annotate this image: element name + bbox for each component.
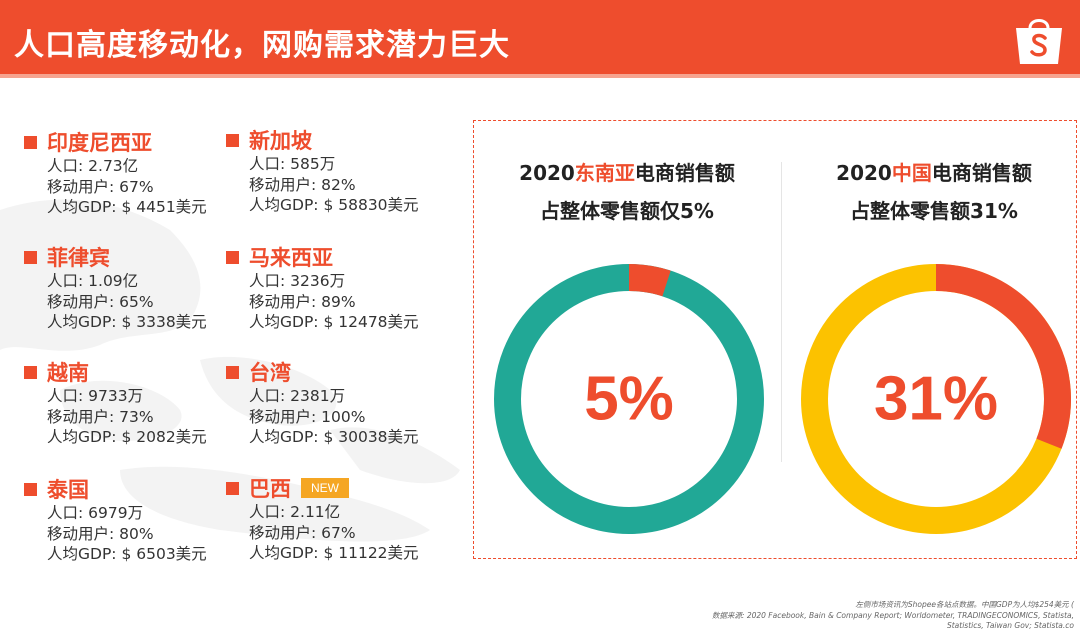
country-name: 巴西 bbox=[249, 477, 291, 501]
population: 人口: 3236万 bbox=[249, 272, 346, 290]
bullet-square-icon bbox=[24, 365, 37, 379]
new-badge: NEW bbox=[301, 478, 349, 498]
country-indonesia: 印度尼西亚 人口: 2.73亿 移动用户: 67% 人均GDP: $ 4451美… bbox=[24, 128, 207, 218]
country-name: 新加坡 bbox=[249, 129, 312, 153]
population: 人口: 2.11亿 bbox=[249, 503, 341, 521]
header-bar: 人口高度移动化，网购需求潜力巨大 bbox=[0, 0, 1080, 78]
gdp-per-capita: 人均GDP: $ 12478美元 bbox=[249, 313, 419, 331]
population: 人口: 2.73亿 bbox=[47, 157, 139, 175]
bullet-square-icon bbox=[226, 481, 239, 495]
country-vietnam: 越南 人口: 9733万 移动用户: 73% 人均GDP: $ 2082美元 bbox=[24, 358, 207, 448]
donut-percent-label: 31% bbox=[874, 365, 998, 434]
gdp-per-capita: 人均GDP: $ 11122美元 bbox=[249, 544, 419, 562]
shopee-bag-icon bbox=[1016, 19, 1062, 64]
title-region: 中国 bbox=[891, 161, 932, 185]
world-map-background bbox=[0, 199, 460, 542]
donut-percent-label: 5% bbox=[584, 365, 674, 434]
country-malaysia: 马来西亚 人口: 3236万 移动用户: 89% 人均GDP: $ 12478美… bbox=[226, 243, 419, 333]
gdp-per-capita: 人均GDP: $ 30038美元 bbox=[249, 428, 419, 446]
bullet-square-icon bbox=[226, 133, 239, 147]
country-brazil: 巴西 NEW 人口: 2.11亿 移动用户: 67% 人均GDP: $ 11122… bbox=[226, 474, 419, 564]
population: 人口: 9733万 bbox=[47, 387, 144, 405]
country-singapore: 新加坡 人口: 585万 移动用户: 82% 人均GDP: $ 58830美元 bbox=[226, 126, 419, 216]
country-taiwan: 台湾 人口: 2381万 移动用户: 100% 人均GDP: $ 30038美元 bbox=[226, 358, 419, 448]
mobile-users: 移动用户: 67% bbox=[47, 177, 154, 196]
page-title: 人口高度移动化，网购需求潜力巨大 bbox=[14, 28, 510, 63]
donut-share-slice bbox=[628, 264, 671, 297]
mobile-users: 移动用户: 82% bbox=[249, 175, 356, 194]
country-name: 印度尼西亚 bbox=[47, 131, 152, 155]
mobile-users: 移动用户: 100% bbox=[249, 407, 366, 426]
country-name: 泰国 bbox=[47, 478, 89, 502]
country-philippines: 菲律宾 人口: 1.09亿 移动用户: 65% 人均GDP: $ 3338美元 bbox=[24, 243, 207, 333]
donut-share-slice bbox=[935, 264, 1071, 449]
title-line2: 占整体零售额仅5% bbox=[540, 199, 714, 223]
gdp-per-capita: 人均GDP: $ 3338美元 bbox=[47, 313, 207, 331]
population: 人口: 6979万 bbox=[47, 504, 144, 522]
china-chart-title: 2020中国电商销售额 占整体零售额31% bbox=[784, 154, 1080, 230]
footnote-line1: 左侧市场资讯为Shopee各站点数据。中国GDP为人均$254美元 ( bbox=[855, 600, 1074, 609]
bullet-square-icon bbox=[226, 365, 239, 379]
gdp-per-capita: 人均GDP: $ 6503美元 bbox=[47, 545, 207, 563]
title-region: 东南亚 bbox=[574, 161, 635, 185]
population: 人口: 585万 bbox=[249, 155, 336, 173]
title-year: 2020 bbox=[519, 161, 575, 185]
sea-donut-chart: 5% bbox=[494, 264, 764, 534]
panel-divider bbox=[781, 162, 782, 462]
mobile-users: 移动用户: 67% bbox=[249, 523, 356, 542]
chart-panel bbox=[473, 120, 1077, 559]
bullet-square-icon bbox=[24, 250, 37, 264]
population: 人口: 1.09亿 bbox=[47, 272, 139, 290]
mobile-users: 移动用户: 80% bbox=[47, 524, 154, 543]
population: 人口: 2381万 bbox=[249, 387, 346, 405]
sea-chart-title: 2020东南亚电商销售额 占整体零售额仅5% bbox=[477, 154, 777, 230]
bullet-square-icon bbox=[226, 250, 239, 264]
gdp-per-capita: 人均GDP: $ 4451美元 bbox=[47, 198, 207, 216]
country-name: 台湾 bbox=[249, 361, 291, 385]
title-year: 2020 bbox=[836, 161, 892, 185]
country-name: 菲律宾 bbox=[47, 246, 110, 270]
country-name: 马来西亚 bbox=[249, 246, 333, 270]
mobile-users: 移动用户: 65% bbox=[47, 292, 154, 311]
title-metric: 电商销售额 bbox=[931, 161, 1032, 185]
footnote-line2: 数据来源: 2020 Facebook, Bain & Company Repo… bbox=[711, 611, 1074, 620]
china-donut-chart: 31% bbox=[801, 264, 1071, 534]
title-line2: 占整体零售额31% bbox=[850, 199, 1018, 223]
bullet-square-icon bbox=[24, 482, 37, 496]
mobile-users: 移动用户: 89% bbox=[249, 292, 356, 311]
title-metric: 电商销售额 bbox=[634, 161, 735, 185]
gdp-per-capita: 人均GDP: $ 58830美元 bbox=[249, 196, 419, 214]
mobile-users: 移动用户: 73% bbox=[47, 407, 154, 426]
bullet-square-icon bbox=[24, 135, 37, 149]
footnote-line3: Statistics, Taiwan Gov; Statista.co bbox=[946, 621, 1074, 630]
gdp-per-capita: 人均GDP: $ 2082美元 bbox=[47, 428, 207, 446]
country-thailand: 泰国 人口: 6979万 移动用户: 80% 人均GDP: $ 6503美元 bbox=[24, 475, 207, 565]
country-name: 越南 bbox=[47, 361, 89, 385]
